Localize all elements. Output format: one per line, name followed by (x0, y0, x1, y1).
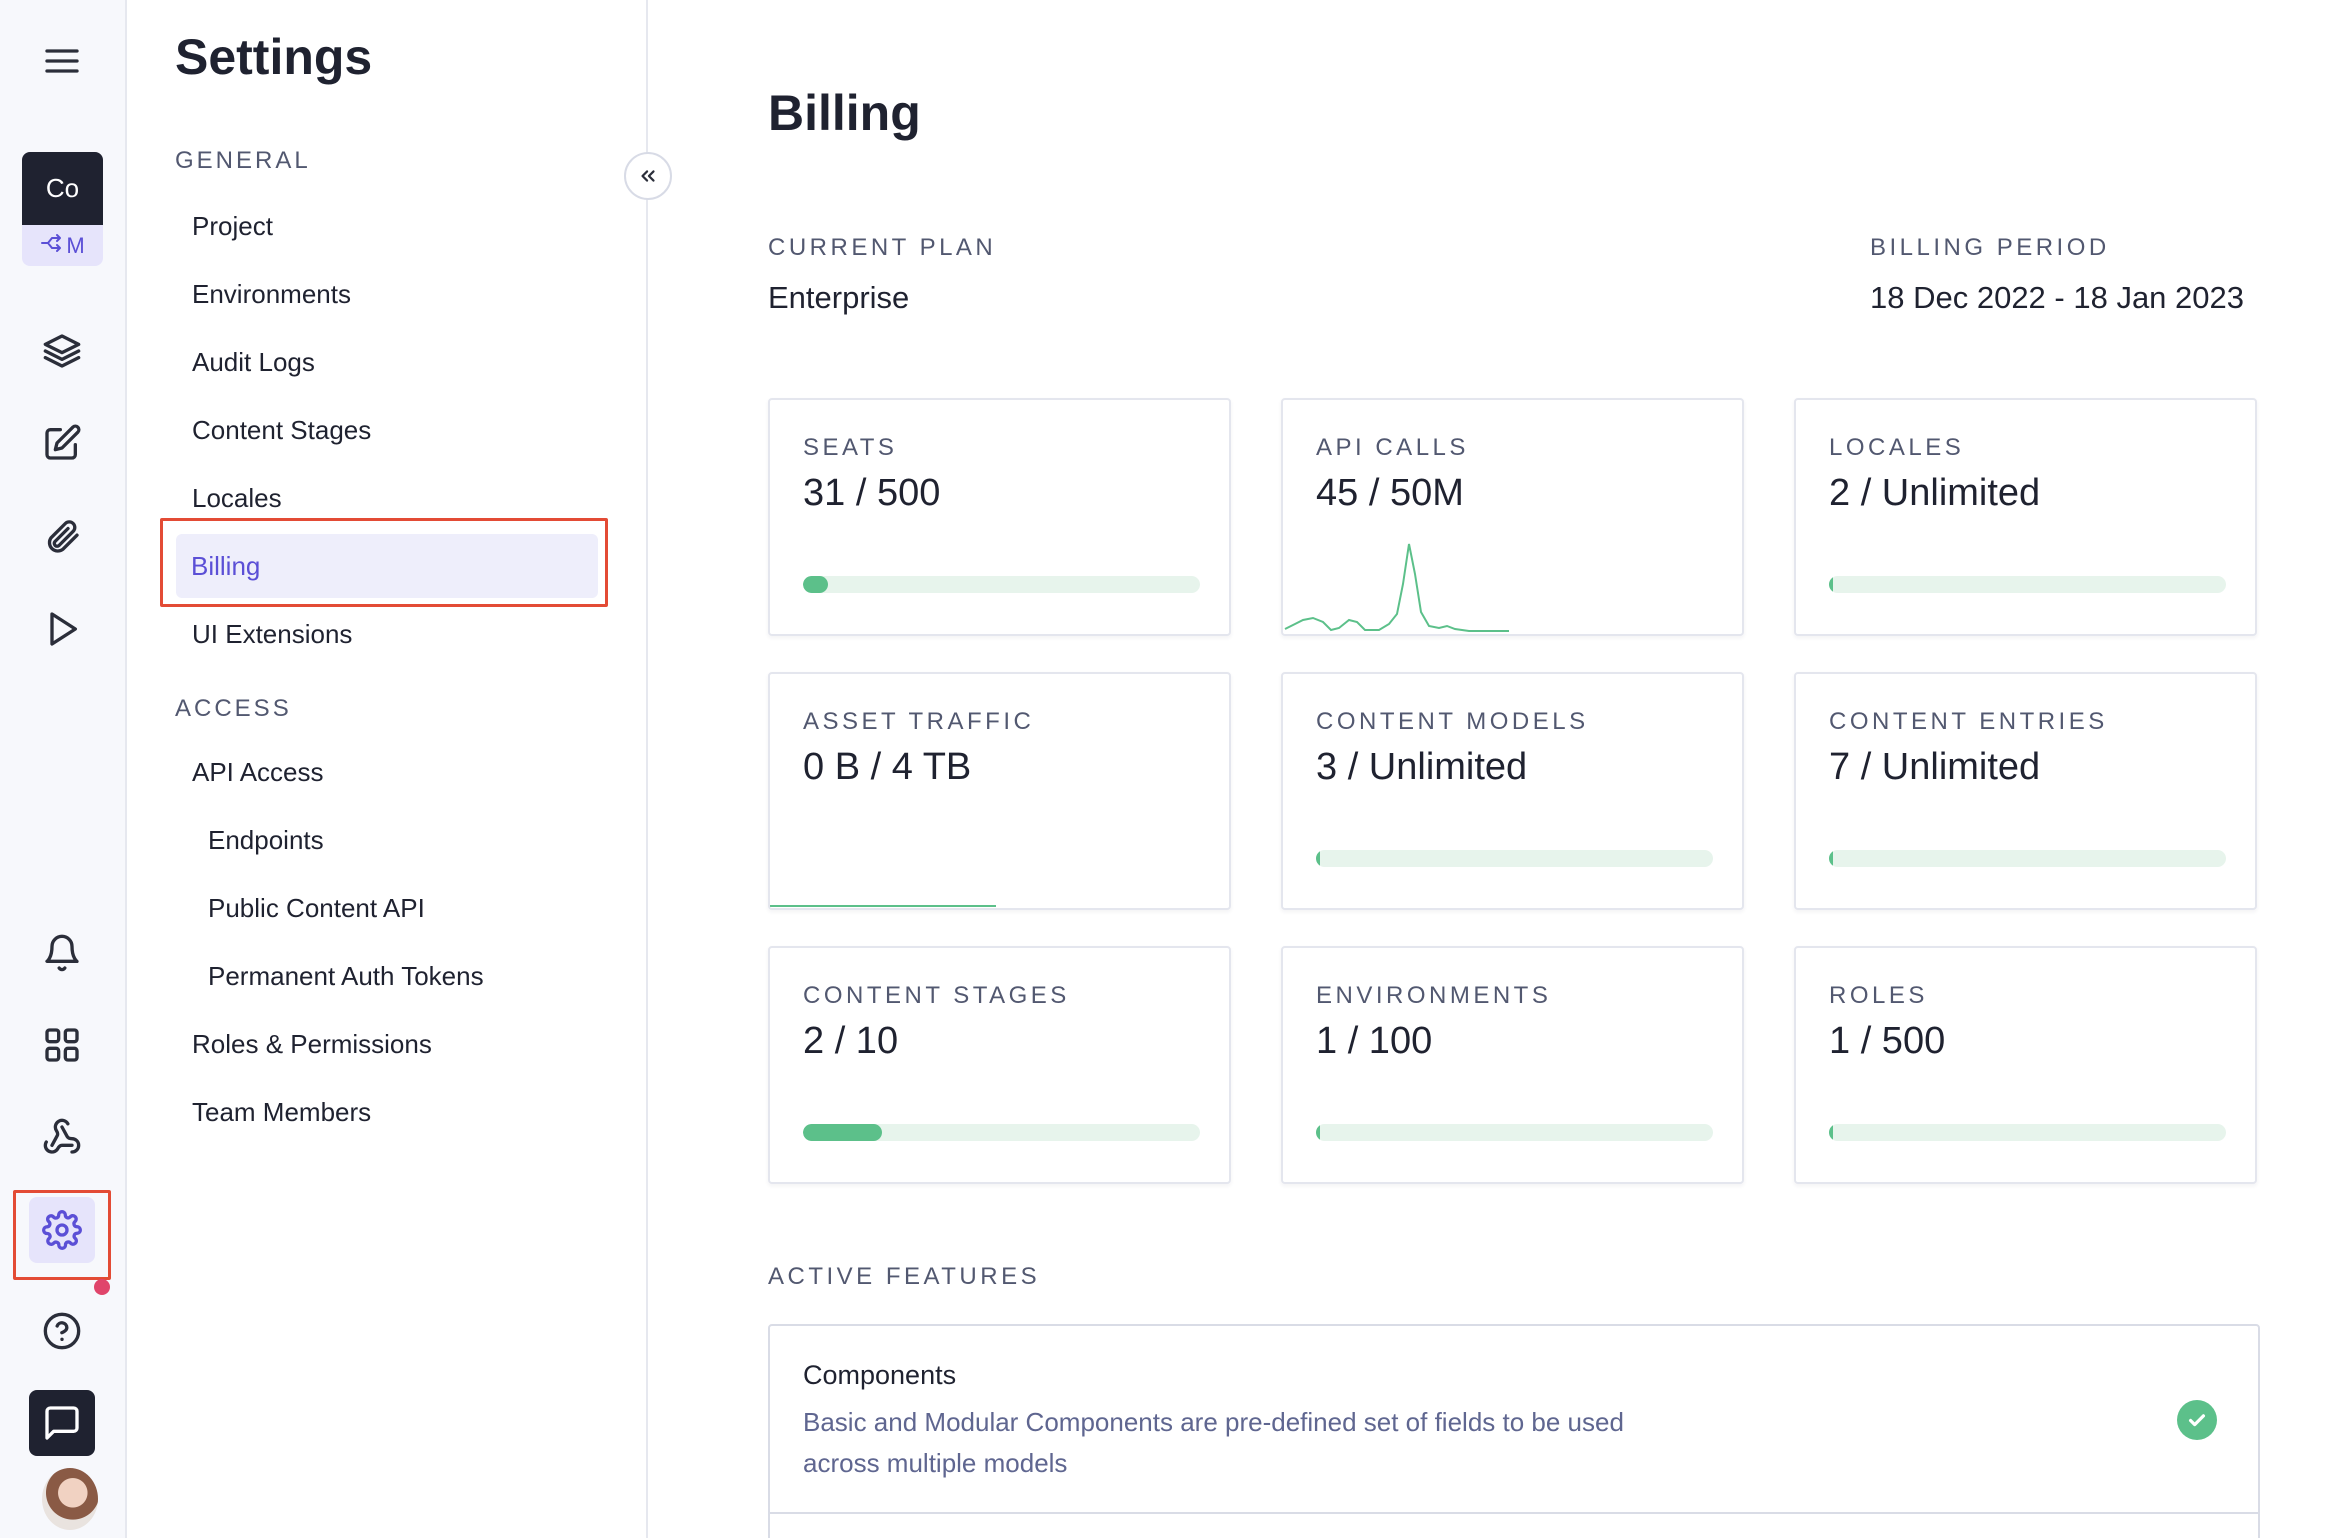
usage-progress-track (1316, 850, 1713, 867)
usage-card-roles: ROLES 1 / 500 (1794, 946, 2257, 1184)
usage-progress-track (1829, 576, 2226, 593)
project-badge-merge: M (22, 225, 103, 266)
usage-card-value: 3 / Unlimited (1316, 746, 1528, 788)
usage-card-label: ASSET TRAFFIC (803, 708, 1035, 735)
nav-item-locales[interactable]: Locales (192, 482, 282, 513)
billing-highlight-box (160, 518, 608, 607)
usage-card-label: CONTENT MODELS (1316, 708, 1589, 735)
billing-period-value: 18 Dec 2022 - 18 Jan 2023 (1870, 280, 2244, 315)
project-badge-initials: Co (22, 152, 103, 225)
usage-progress-track (1316, 1124, 1713, 1141)
feature-divider (770, 1512, 2258, 1514)
nav-item-api-access[interactable]: API Access (192, 756, 324, 787)
usage-progress-fill (1829, 850, 1833, 867)
gear-icon[interactable] (29, 1197, 95, 1263)
icon-rail: Co M (0, 0, 127, 1538)
notification-dot (94, 1279, 110, 1295)
usage-progress-fill (803, 576, 828, 593)
edit-icon[interactable] (29, 410, 95, 476)
settings-title: Settings (175, 29, 373, 85)
chat-icon[interactable] (29, 1390, 95, 1456)
collapse-nav-button[interactable] (624, 152, 672, 200)
nav-item-public-content-api[interactable]: Public Content API (208, 892, 425, 923)
usage-card-value: 1 / 500 (1829, 1020, 1946, 1062)
usage-card-value: 7 / Unlimited (1829, 746, 2041, 788)
nav-section-access: ACCESS (175, 695, 292, 722)
usage-card-content-entries: CONTENT ENTRIES 7 / Unlimited (1794, 672, 2257, 910)
merge-icon (40, 231, 64, 261)
double-chevron-left-icon (641, 170, 655, 182)
feature-description: Basic and Modular Components are pre-def… (803, 1407, 1624, 1478)
usage-card-value: 1 / 100 (1316, 1020, 1433, 1062)
usage-card-value: 2 / 10 (803, 1020, 899, 1062)
usage-card-content-models: CONTENT MODELS 3 / Unlimited (1281, 672, 1744, 910)
nav-item-environments[interactable]: Environments (192, 278, 351, 309)
paperclip-icon[interactable] (29, 503, 95, 569)
nav-item-team-members[interactable]: Team Members (192, 1096, 372, 1127)
nav-item-content-stages[interactable]: Content Stages (192, 414, 372, 445)
usage-cards: SEATS 31 / 500 API CALLS 45 / 50M LOCALE… (768, 398, 2260, 1184)
help-icon[interactable] (29, 1298, 95, 1364)
usage-progress-track (1829, 850, 2226, 867)
usage-card-label: API CALLS (1316, 434, 1469, 461)
gear-highlight-box (13, 1190, 111, 1280)
usage-card-value: 45 / 50M (1316, 472, 1464, 514)
usage-card-content-stages: CONTENT STAGES 2 / 10 (768, 946, 1231, 1184)
nav-item-roles-permissions[interactable]: Roles & Permissions (192, 1028, 432, 1059)
usage-progress-fill (803, 1124, 883, 1141)
usage-progress-track (803, 1124, 1200, 1141)
usage-card-api-calls: API CALLS 45 / 50M (1281, 398, 1744, 636)
billing-page: Billing CURRENT PLAN Enterprise BILLING … (648, 0, 2328, 1538)
active-features-label: ACTIVE FEATURES (768, 1263, 1041, 1290)
feature-name: Components (803, 1360, 957, 1390)
usage-card-label: LOCALES (1829, 434, 1965, 461)
nav-item-audit-logs[interactable]: Audit Logs (192, 346, 315, 377)
billing-period-label: BILLING PERIOD (1870, 234, 2110, 261)
bell-icon[interactable] (29, 920, 95, 986)
usage-card-label: CONTENT ENTRIES (1829, 708, 2108, 735)
usage-card-asset-traffic: ASSET TRAFFIC 0 B / 4 TB (768, 672, 1231, 910)
layers-icon[interactable] (29, 318, 95, 384)
usage-card-seats: SEATS 31 / 500 (768, 398, 1231, 636)
usage-progress-fill (1829, 576, 1833, 593)
webhook-icon[interactable] (29, 1104, 95, 1170)
user-avatar[interactable] (42, 1468, 98, 1530)
usage-card-label: CONTENT STAGES (803, 982, 1070, 1009)
usage-progress-track (803, 576, 1200, 593)
nav-item-permanent-auth-tokens[interactable]: Permanent Auth Tokens (208, 960, 484, 991)
menu-icon[interactable] (29, 28, 95, 94)
usage-card-value: 31 / 500 (803, 472, 941, 514)
current-plan-label: CURRENT PLAN (768, 234, 997, 261)
nav-item-billing[interactable]: Billing (176, 534, 598, 598)
usage-progress-track (1829, 1124, 2226, 1141)
page-title: Billing (768, 85, 921, 141)
settings-nav: Settings GENERAL Project Environments Au… (127, 0, 648, 1538)
play-icon[interactable] (29, 596, 95, 662)
check-icon (2177, 1400, 2217, 1440)
usage-progress-fill (1316, 1124, 1320, 1141)
usage-progress-fill (1829, 1124, 1833, 1141)
nav-item-ui-extensions[interactable]: UI Extensions (192, 618, 353, 649)
usage-card-value: 2 / Unlimited (1829, 472, 2041, 514)
usage-card-label: SEATS (803, 434, 898, 461)
current-plan-value: Enterprise (768, 280, 910, 315)
apps-icon[interactable] (29, 1012, 95, 1078)
usage-card-environments: ENVIRONMENTS 1 / 100 (1281, 946, 1744, 1184)
feature-list: Components Basic and Modular Components … (768, 1324, 2260, 1538)
asset-traffic-sparkline (770, 905, 996, 907)
usage-card-locales: LOCALES 2 / Unlimited (1794, 398, 2257, 636)
api-calls-sparkline (1284, 543, 1509, 632)
project-switcher[interactable]: Co M (22, 152, 103, 266)
nav-item-endpoints[interactable]: Endpoints (208, 824, 324, 855)
nav-item-project[interactable]: Project (192, 210, 273, 241)
usage-card-label: ENVIRONMENTS (1316, 982, 1552, 1009)
usage-card-label: ROLES (1829, 982, 1928, 1009)
usage-progress-fill (1316, 850, 1320, 867)
project-badge-letter: M (66, 232, 85, 258)
nav-section-general: GENERAL (175, 147, 311, 174)
usage-card-value: 0 B / 4 TB (803, 746, 972, 788)
